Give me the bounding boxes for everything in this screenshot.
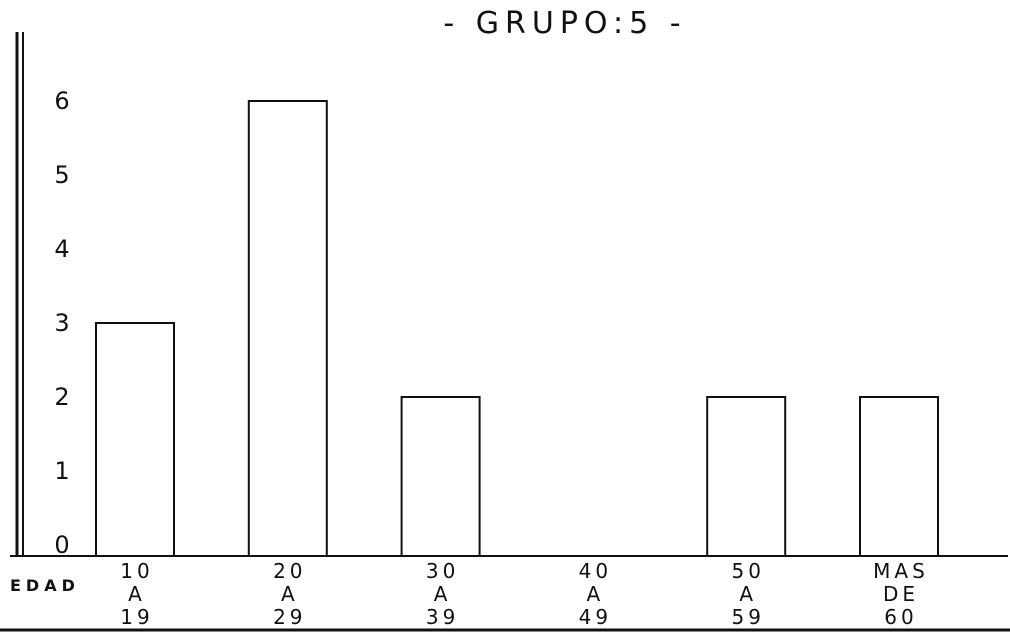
x-category-label: 60 bbox=[884, 605, 917, 629]
x-category-label: A bbox=[434, 582, 452, 606]
bar bbox=[706, 396, 787, 557]
bar bbox=[95, 322, 175, 557]
y-tick-label: 2 bbox=[54, 383, 69, 411]
y-tick-label: 6 bbox=[54, 87, 69, 115]
y-tick-label: 3 bbox=[54, 309, 69, 337]
bar bbox=[247, 100, 328, 557]
y-tick-label: 0 bbox=[54, 531, 69, 559]
x-category-label: 29 bbox=[273, 605, 306, 629]
y-tick-label: 5 bbox=[54, 161, 69, 189]
x-category-label: DE bbox=[883, 582, 919, 606]
x-category-label: 49 bbox=[579, 605, 612, 629]
x-category-label: 50 bbox=[731, 559, 764, 583]
x-category-label: A bbox=[739, 582, 757, 606]
y-tick-labels: 0 1 2 3 4 5 6 bbox=[54, 87, 69, 559]
bar bbox=[400, 396, 481, 557]
x-category-label: 19 bbox=[120, 605, 153, 629]
chart-title: - GRUPO:5 - bbox=[443, 6, 686, 41]
x-category-label: 39 bbox=[426, 605, 459, 629]
x-category-label: A bbox=[587, 582, 605, 606]
x-category-label: 30 bbox=[426, 559, 459, 583]
x-category-label: 10 bbox=[120, 559, 153, 583]
y-axis bbox=[15, 32, 24, 556]
x-category-label: A bbox=[281, 582, 299, 606]
x-category-label: 59 bbox=[731, 605, 764, 629]
x-category-label: 20 bbox=[273, 559, 306, 583]
y-tick-label: 4 bbox=[54, 235, 69, 263]
y-tick-label: 1 bbox=[54, 457, 69, 485]
x-category-label: MAS bbox=[873, 559, 929, 583]
bar bbox=[859, 396, 939, 557]
x-category-label: 40 bbox=[579, 559, 612, 583]
bars bbox=[95, 100, 939, 557]
x-axis-label: EDAD bbox=[10, 576, 80, 595]
x-category-label: A bbox=[128, 582, 146, 606]
